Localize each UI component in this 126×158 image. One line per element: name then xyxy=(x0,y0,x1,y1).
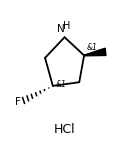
Text: H: H xyxy=(63,21,71,30)
Text: HCl: HCl xyxy=(54,123,75,136)
Polygon shape xyxy=(84,48,106,56)
Text: &1: &1 xyxy=(55,80,66,89)
Text: N: N xyxy=(57,24,65,34)
Text: F: F xyxy=(15,97,21,107)
Text: &1: &1 xyxy=(87,43,97,52)
